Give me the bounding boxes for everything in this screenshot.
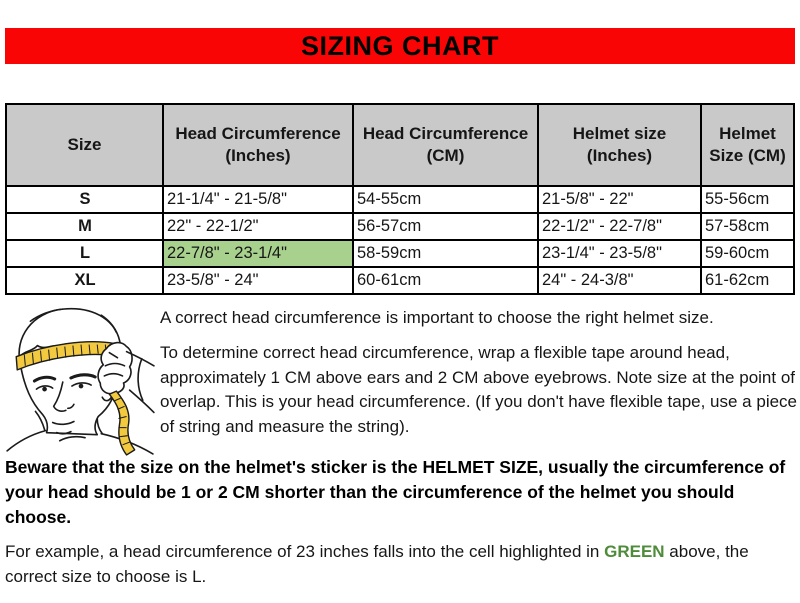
head-measurement-illustration [2,299,158,461]
intro-text: A correct head circumference is importan… [160,308,714,327]
column-header-helmet-size-cm: Helmet Size (CM) [700,103,795,187]
column-header-head-circumference-cm: Head Circumference (CM) [352,103,539,187]
page-title: SIZING CHART [301,30,499,61]
cell-helmet-cm-l: 59-60cm [700,239,795,268]
cell-helmet-in-m: 22-1/2" - 22-7/8" [537,212,702,241]
green-highlight-label: GREEN [604,542,665,561]
cell-helmet-in-s: 21-5/8" - 22" [537,185,702,214]
cell-size-m: M [5,212,164,241]
cell-helmet-in-xl: 24" - 24-3/8" [537,266,702,295]
example-text: For example, a head circumference of 23 … [5,539,780,589]
cell-head-cm-xl: 60-61cm [352,266,539,295]
sizing-table: Size Head Circumference (Inches) Head Ci… [5,103,795,295]
column-header-helmet-size-inches: Helmet size (Inches) [537,103,702,187]
table-header-row: Size Head Circumference (Inches) Head Ci… [5,103,795,187]
table-row-xl: XL 23-5/8" - 24" 60-61cm 24" - 24-3/8" 6… [5,266,795,295]
cell-helmet-in-l: 23-1/4" - 23-5/8" [537,239,702,268]
cell-head-in-s: 21-1/4" - 21-5/8" [162,185,354,214]
head-measurement-icon [6,307,155,456]
banner: SIZING CHART [5,28,795,64]
cell-head-in-l-highlighted: 22-7/8" - 23-1/4" [162,239,354,268]
example-text-suffix: above, the correct size to choose is L. [5,542,749,586]
table-row-m: M 22" - 22-1/2" 56-57cm 22-1/2" - 22-7/8… [5,212,795,241]
cell-head-cm-m: 56-57cm [352,212,539,241]
cell-size-l: L [5,239,164,268]
cell-head-in-xl: 23-5/8" - 24" [162,266,354,295]
cell-head-cm-l: 58-59cm [352,239,539,268]
cell-size-s: S [5,185,164,214]
table-row-l: L 22-7/8" - 23-1/4" 58-59cm 23-1/4" - 23… [5,239,795,268]
column-header-head-circumference-inches: Head Circumference (Inches) [162,103,354,187]
table-row-s: S 21-1/4" - 21-5/8" 54-55cm 21-5/8" - 22… [5,185,795,214]
cell-helmet-cm-s: 55-56cm [700,185,795,214]
warning-text: Beware that the size on the helmet's sti… [5,457,786,527]
cell-helmet-cm-m: 57-58cm [700,212,795,241]
cell-helmet-cm-xl: 61-62cm [700,266,795,295]
cell-head-cm-s: 54-55cm [352,185,539,214]
measurement-instructions-text: To determine correct head circumference,… [160,343,798,436]
column-header-size: Size [5,103,164,187]
example-text-prefix: For example, a head circumference of 23 … [5,542,605,561]
cell-size-xl: XL [5,266,164,295]
cell-head-in-m: 22" - 22-1/2" [162,212,354,241]
